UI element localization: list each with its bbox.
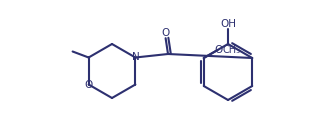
Text: OH: OH (220, 19, 236, 29)
Text: O: O (85, 79, 93, 89)
Text: O: O (162, 28, 170, 38)
Text: O: O (214, 45, 223, 55)
Text: N: N (132, 53, 139, 62)
Text: CH₃: CH₃ (223, 45, 241, 55)
